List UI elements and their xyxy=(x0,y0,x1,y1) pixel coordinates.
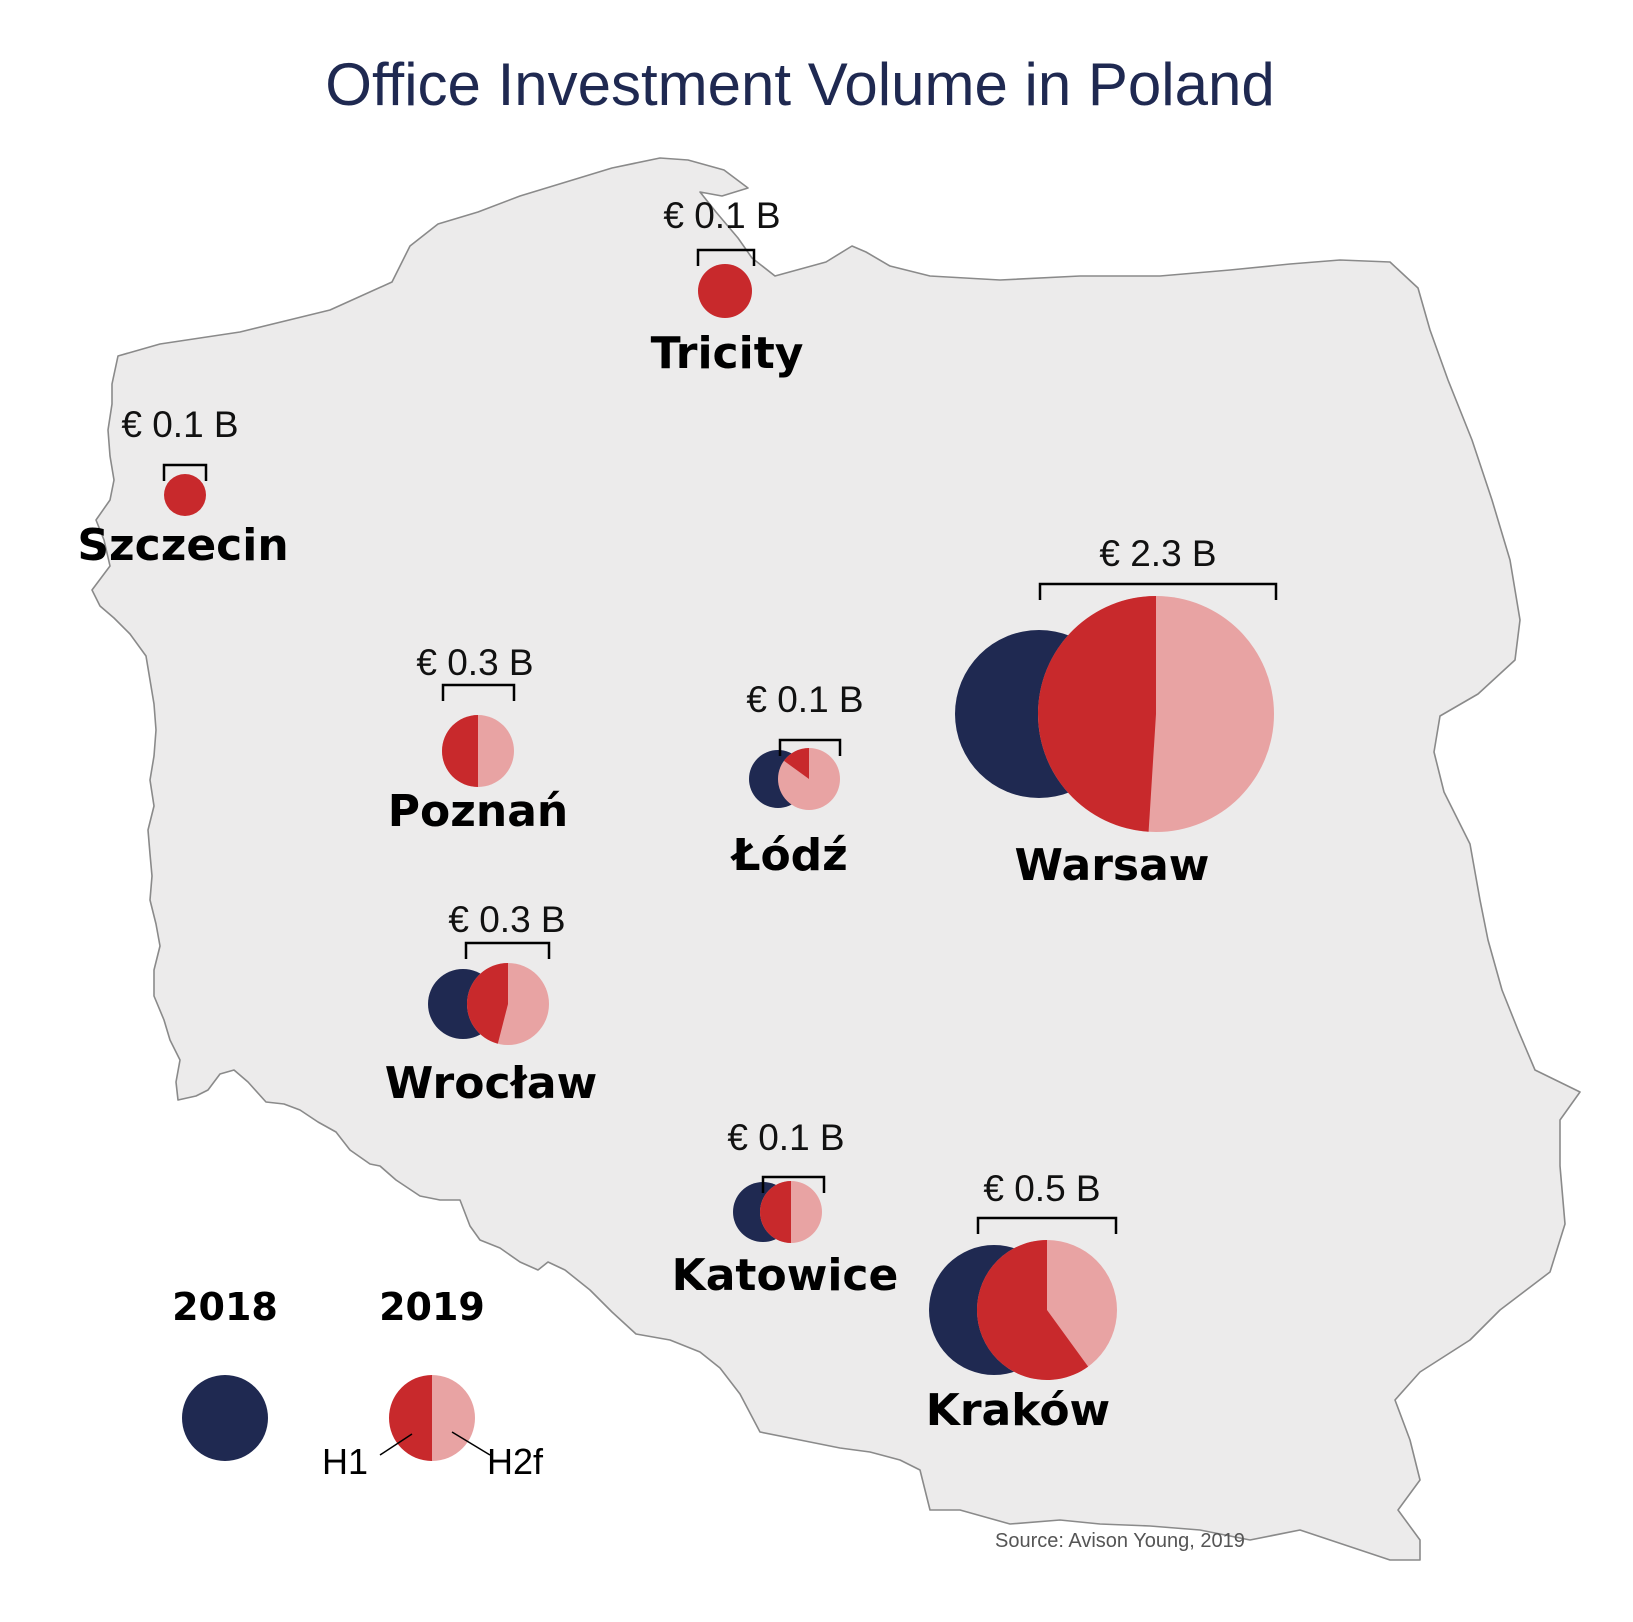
wroclaw-city-label: Wrocław xyxy=(385,1058,597,1109)
poznan-scale-bracket xyxy=(441,683,516,701)
katowice-city-label: Katowice xyxy=(672,1250,899,1301)
legend-2018-label: 2018 xyxy=(172,1285,278,1329)
lodz-amount-label: € 0.1 B xyxy=(746,679,863,720)
city-marker-wroclaw: € 0.3 B Wrocław xyxy=(385,899,597,1109)
krakow-amount-label: € 0.5 B xyxy=(983,1168,1100,1209)
szczecin-city-label: Szczecin xyxy=(77,520,288,571)
szczecin-2019-h2-slice xyxy=(164,474,206,516)
lodz-scale-bracket xyxy=(778,738,842,756)
source-note: Source: Avison Young, 2019 xyxy=(995,1530,1245,1552)
legend-2019-h2-half xyxy=(432,1375,475,1461)
poznan-amount-label: € 0.3 B xyxy=(416,642,533,683)
city-marker-warsaw: € 2.3 B Warsaw xyxy=(955,533,1278,891)
city-marker-krakow: € 0.5 B Kraków xyxy=(926,1168,1118,1436)
legend-h2-leader xyxy=(451,1431,491,1456)
tricity-2019-h2-slice xyxy=(698,264,752,318)
city-marker-tricity: € 0.1 B Tricity xyxy=(651,195,804,379)
katowice-amount-label: € 0.1 B xyxy=(727,1117,844,1158)
legend-2018-circle xyxy=(182,1375,268,1461)
wroclaw-scale-bracket xyxy=(464,941,551,959)
katowice-scale-bracket xyxy=(761,1175,826,1193)
warsaw-2019-h1-slice xyxy=(1037,596,1156,832)
krakow-city-label: Kraków xyxy=(926,1385,1110,1436)
szczecin-amount-label: € 0.1 B xyxy=(121,404,238,445)
warsaw-amount-label: € 2.3 B xyxy=(1099,533,1216,574)
lodz-2019-h1-slice xyxy=(783,748,809,779)
krakow-scale-bracket xyxy=(976,1216,1118,1234)
legend-2019-h1-half xyxy=(389,1375,432,1461)
wroclaw-amount-label: € 0.3 B xyxy=(448,899,565,940)
city-marker-poznan: € 0.3 B Poznań xyxy=(388,642,568,837)
katowice-2019-h1-slice xyxy=(760,1181,791,1243)
warsaw-city-label: Warsaw xyxy=(1015,840,1210,891)
city-marker-szczecin: € 0.1 B Szczecin xyxy=(77,404,288,571)
tricity-scale-bracket xyxy=(696,248,756,266)
wroclaw-2019-h1-slice xyxy=(467,963,508,1044)
city-marker-lodz: € 0.1 B Łódź xyxy=(730,679,863,881)
legend-h2-label: H2f xyxy=(487,1441,544,1482)
tricity-amount-label: € 0.1 B xyxy=(663,195,780,236)
krakow-2019-h1-slice xyxy=(977,1240,1089,1380)
city-marker-katowice: € 0.1 B Katowice xyxy=(672,1117,899,1301)
poland-outline xyxy=(91,157,1581,1561)
tricity-city-label: Tricity xyxy=(651,328,804,379)
city-markers: € 0.1 B Tricity € 0.1 B Szczecin € 0.3 B Pozn… xyxy=(77,195,1278,1436)
lodz-city-label: Łódź xyxy=(730,830,848,881)
legend-2019-label: 2019 xyxy=(379,1285,485,1329)
legend: 2018 2019 H1 H2f xyxy=(172,1285,544,1482)
szczecin-scale-bracket xyxy=(162,463,208,481)
page-title: Office Investment Volume in Poland xyxy=(325,51,1274,118)
poznan-city-label: Poznań xyxy=(388,786,568,837)
warsaw-scale-bracket xyxy=(1038,582,1278,600)
legend-h1-leader xyxy=(379,1433,413,1456)
legend-h1-label: H1 xyxy=(322,1441,368,1482)
poznan-2019-h1-slice xyxy=(442,715,478,787)
